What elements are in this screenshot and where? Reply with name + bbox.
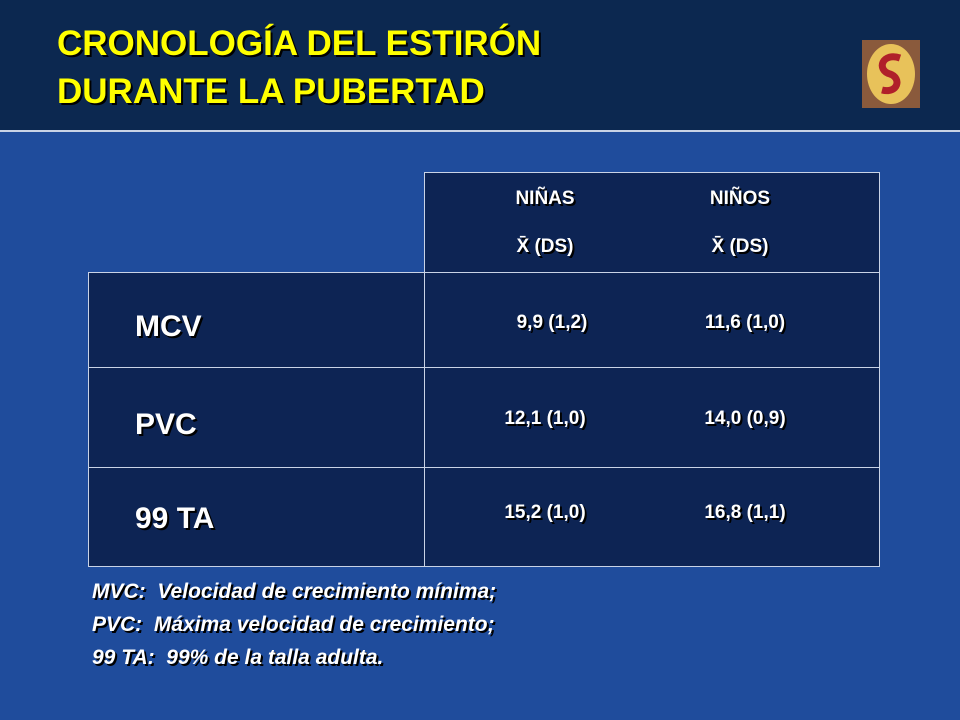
- header-box: [424, 172, 880, 273]
- row-divider: [88, 367, 880, 368]
- row-label: PVC: [135, 408, 197, 441]
- column-stat: X̄ (DS): [711, 236, 769, 257]
- column-divider: [424, 272, 425, 567]
- cell: 16,8 (1,1): [704, 502, 786, 523]
- column-name: NIÑAS: [515, 188, 575, 209]
- row-label: MCV: [135, 310, 202, 343]
- title-line: CRONOLOGÍA DEL ESTIRÓN: [57, 24, 542, 63]
- title-line: DURANTE LA PUBERTAD: [57, 72, 485, 111]
- footnote: 99 TA: 99% de la talla adulta.: [92, 646, 384, 669]
- cell: 11,6 (1,0): [704, 312, 786, 333]
- footnote: MVC: Velocidad de crecimiento mínima;: [92, 580, 497, 603]
- footnote: PVC: Máxima velocidad de crecimiento;: [92, 613, 495, 636]
- cell: 14,0 (0,9): [704, 408, 786, 429]
- logo: [862, 40, 920, 108]
- cell: 15,2 (1,0): [504, 502, 586, 523]
- cell: 12,1 (1,0): [504, 408, 586, 429]
- table-box: [88, 272, 880, 567]
- column-stat: X̄ (DS): [516, 236, 574, 257]
- title-band: [0, 0, 960, 130]
- row-divider: [88, 467, 880, 468]
- cell: 9,9 (1,2): [516, 312, 588, 333]
- row-label: 99 TA: [135, 502, 215, 535]
- title-rule: [0, 130, 960, 132]
- column-name: NIÑOS: [709, 188, 771, 209]
